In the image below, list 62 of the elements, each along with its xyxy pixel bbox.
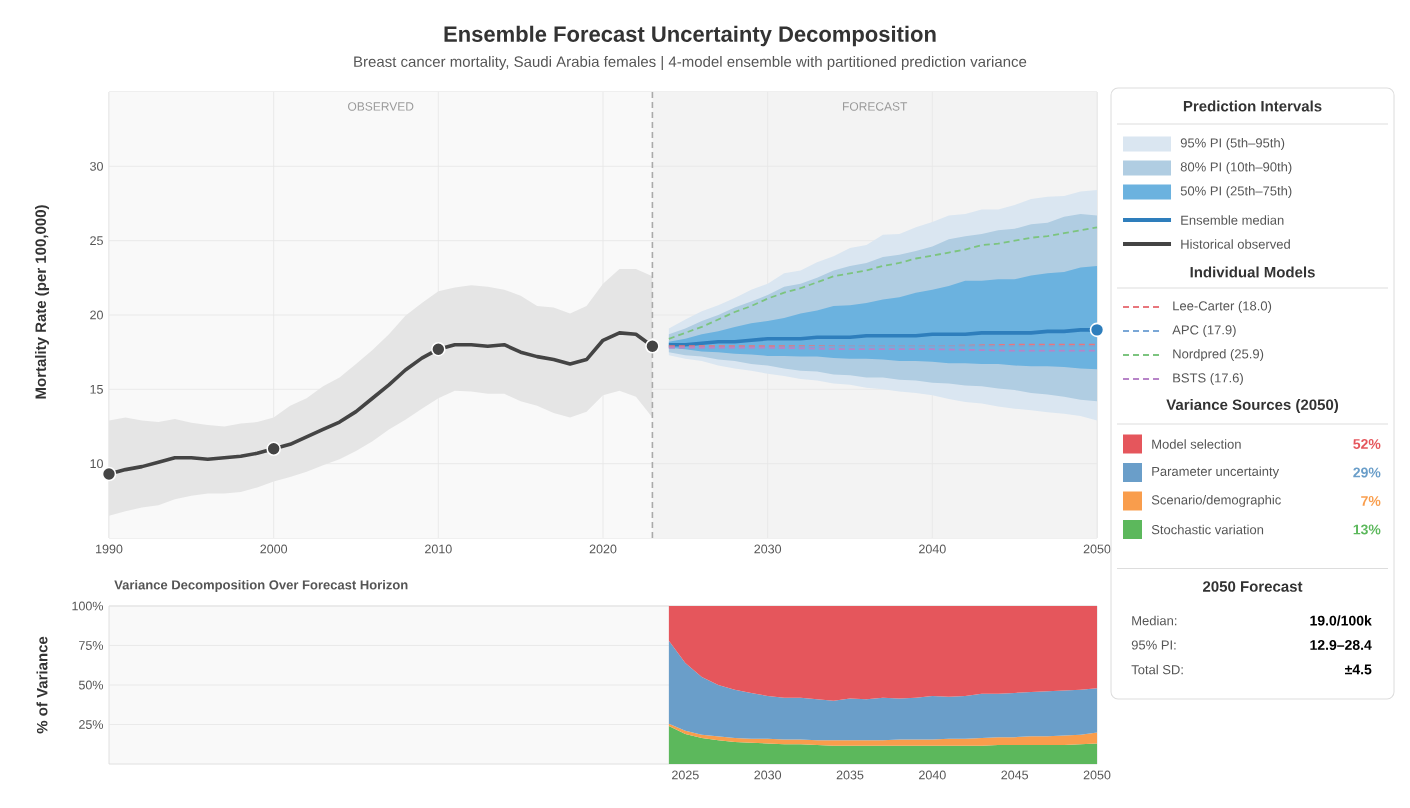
chart-title: Ensemble Forecast Uncertainty Decomposition [444,25,936,47]
x-tick-label: 1990 [96,544,123,554]
y-axis-title: % of Variance [36,636,48,734]
y-tick-label: 20 [90,310,103,320]
legend-label: Lee-Carter (18.0) [1173,300,1272,314]
y-tick-label: 30 [90,161,103,171]
text: 19.0/100k [1310,615,1372,626]
x-tick-label: 2010 [425,544,452,554]
legend-label: Historical observed [1181,239,1290,249]
text: 29% [1353,467,1381,478]
legend-title: Prediction Intervals [1183,100,1322,112]
text: Total SD: [1131,664,1183,675]
legend-label: 80% PI (10th–90th) [1180,161,1292,175]
legend-label: Nordpred (25.9) [1173,348,1264,362]
text: 7% [1361,496,1381,506]
x-tick-label: 2030 [754,770,782,780]
y-tick-label: 25 [90,236,103,246]
legend-label: 50% PI (25th–75th) [1180,185,1292,199]
chart-subtitle: Breast cancer mortality, Saudi Arabia females | 4-model ensemble with partitioned prediction variance [354,55,1027,71]
text: ±4.5 [1345,664,1372,675]
point [101,466,117,482]
text: 12.9–28.4 [1310,640,1372,650]
x-tick-label: 2050 [1083,544,1111,554]
point [431,341,446,357]
band-label: OBSERVED [348,102,414,111]
chart-title: Variance Decomposition Over Forecast Horizon [114,579,408,593]
band-label: FORECAST [843,102,908,111]
text: 2050 Forecast [1203,581,1303,592]
x-tick-label: 2040 [919,770,946,780]
x-tick-label: 2030 [754,544,782,554]
legend-label: Parameter uncertainty [1152,466,1280,479]
x-tick-label: 2045 [1001,770,1029,780]
x-tick-label: 2035 [836,770,864,780]
text: Individual Models [1190,266,1315,278]
x-tick-label: 2000 [260,544,288,554]
legend-label: Ensemble median [1181,215,1284,225]
legend-label: 95% PI (5th–95th) [1180,137,1285,151]
y-tick-label: 50% [78,680,104,690]
y-tick-label: 100% [72,601,104,611]
x-tick-label: 2050 [1083,770,1111,780]
legend-label: APC (17.9) [1172,324,1236,338]
text: 13% [1353,524,1381,535]
legend-label: Scenario/demographic [1151,494,1281,508]
legend-title: Variance Sources (2050) [1166,399,1339,413]
point [1089,322,1105,338]
legend-label: BSTS (17.6) [1173,372,1243,386]
x-tick-label: 2020 [589,544,617,554]
x-tick-label: 2025 [672,770,699,780]
legend-label: Model selection [1152,439,1241,449]
x-tick-label: 2040 [919,544,946,554]
y-tick-label: 15 [90,384,103,394]
y-tick-label: 75% [79,641,104,650]
legend-label: Stochastic variation [1151,524,1264,535]
y-axis-title: Mortality Rate (per 100,000) [35,205,49,399]
line-series [667,226,1098,340]
text: Median: [1132,615,1177,626]
y-tick-label: 25% [79,720,104,729]
text: 52% [1353,439,1381,449]
point [266,441,281,457]
text: 95% PI: [1131,640,1176,650]
point [645,338,660,354]
y-tick-label: 10 [90,459,103,469]
